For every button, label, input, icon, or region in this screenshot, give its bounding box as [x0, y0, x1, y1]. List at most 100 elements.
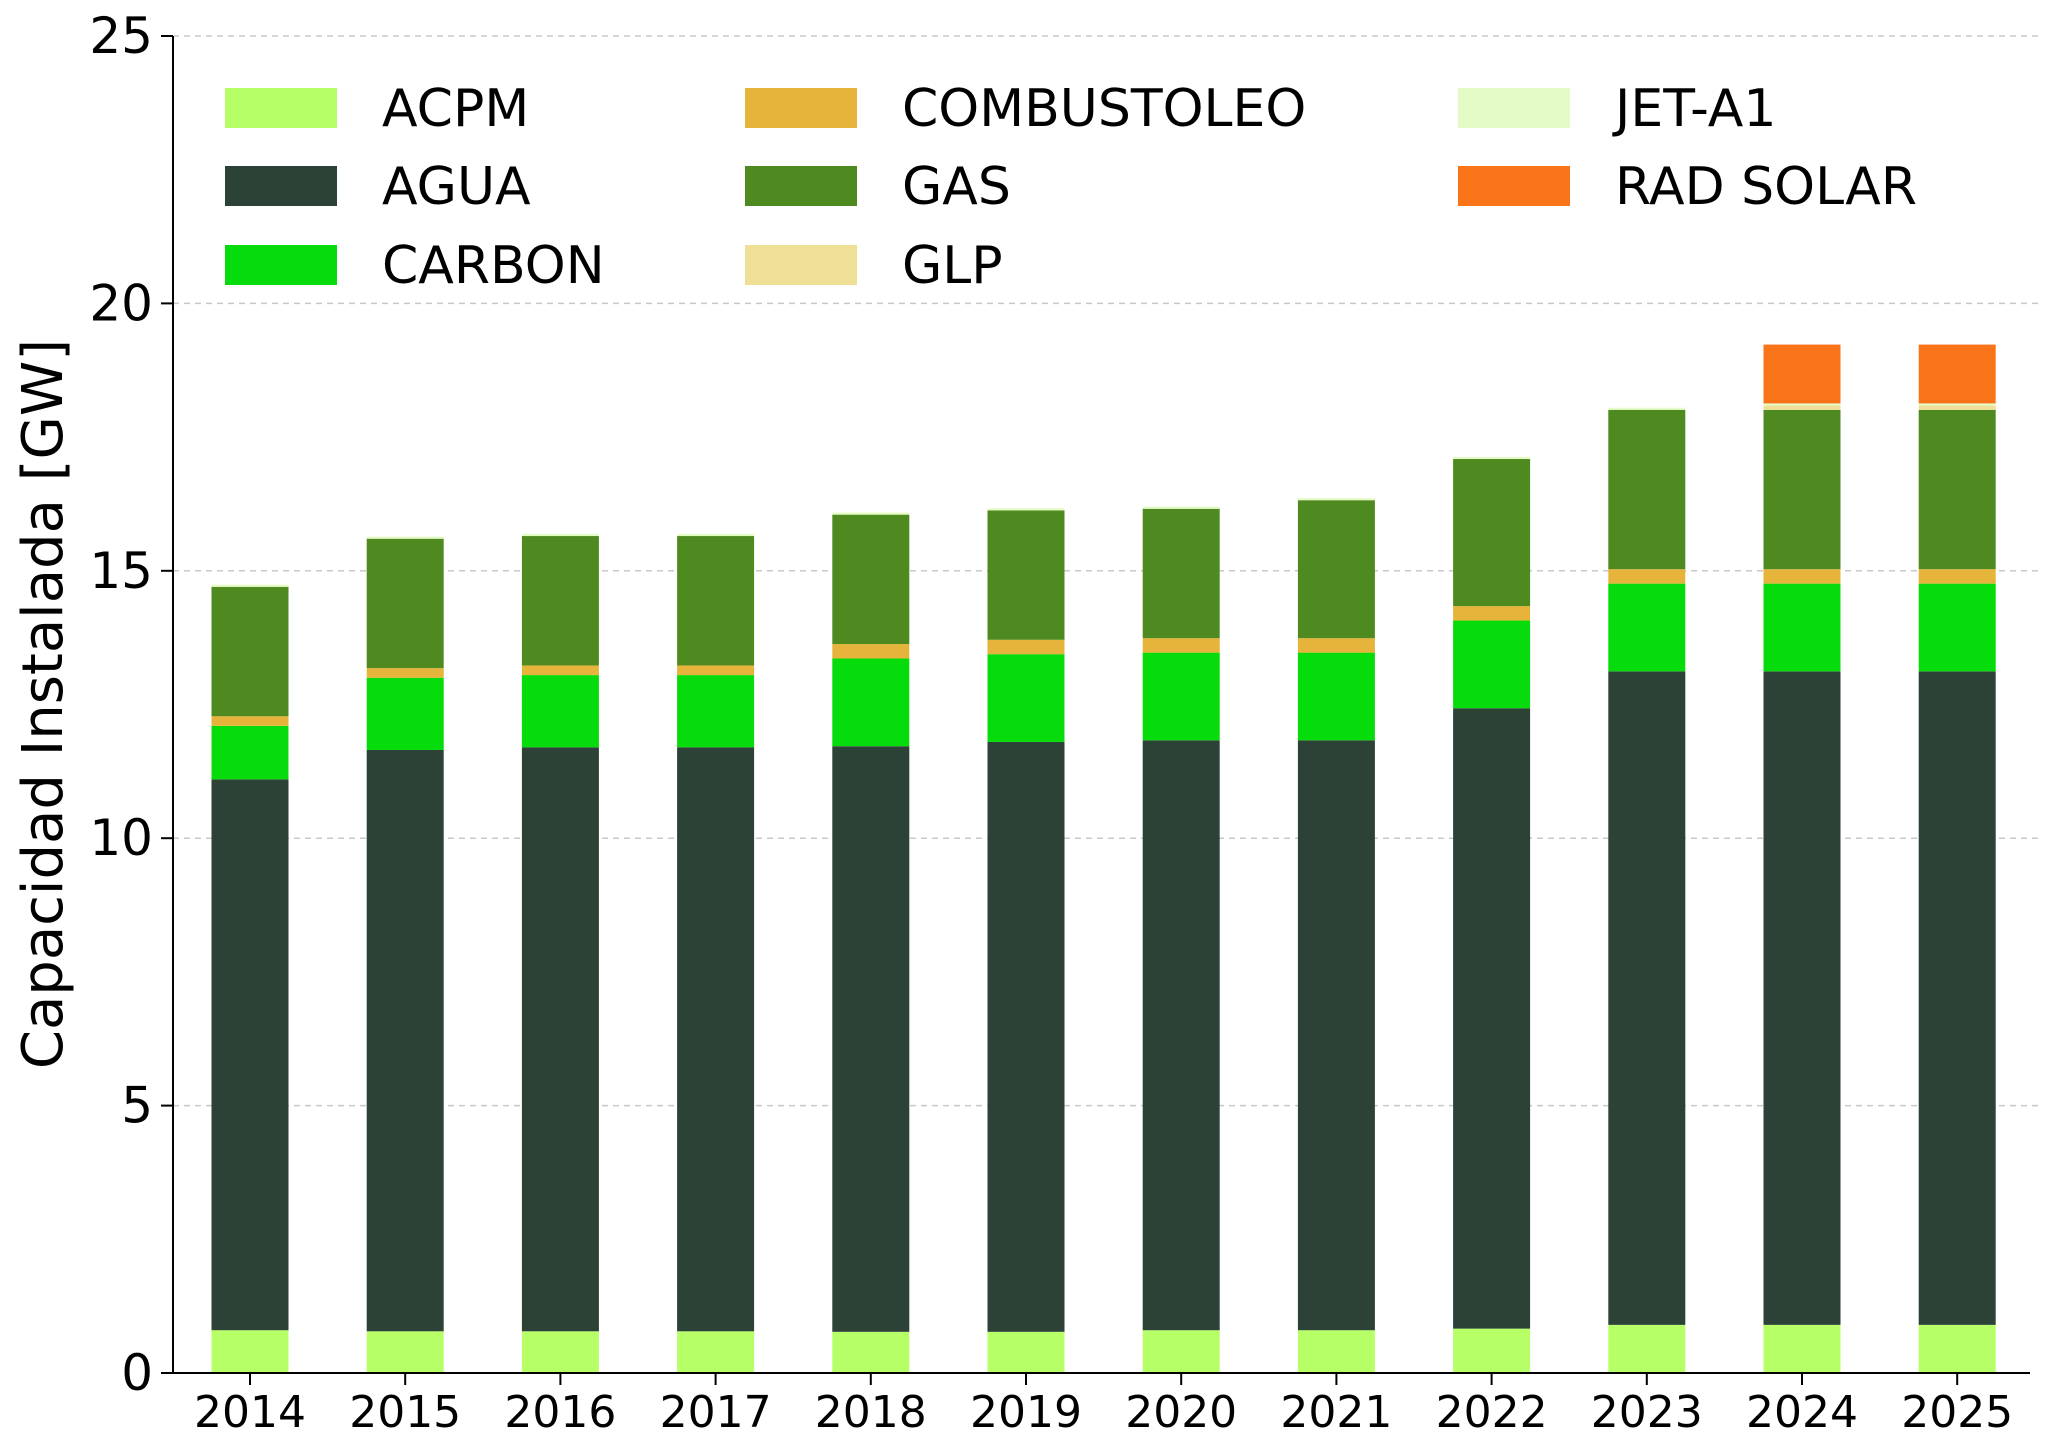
bar-segment: [832, 746, 910, 1332]
bar-segment: [521, 533, 599, 537]
bar-segment: [1763, 403, 1841, 406]
y-tick-label: 10: [89, 809, 153, 867]
x-tick-label: 2025: [1901, 1387, 2013, 1438]
bar-segment: [521, 675, 599, 748]
bar-segment: [1297, 498, 1375, 501]
bar-segment: [1608, 569, 1686, 584]
bar-segment: [1763, 671, 1841, 1325]
bar-segment: [677, 747, 755, 1332]
bar-segment: [987, 741, 1065, 1332]
bar-segment: [1608, 671, 1686, 1325]
legend-swatch: [745, 245, 857, 285]
bar-segment: [1453, 620, 1531, 709]
bar-segment: [1608, 407, 1686, 410]
bar-segment: [677, 665, 755, 676]
bar-segment: [1608, 583, 1686, 672]
bar-segment: [366, 677, 444, 750]
x-tick-label: 2015: [349, 1387, 461, 1438]
x-tick-label: 2018: [815, 1387, 927, 1438]
bar-segment: [1142, 652, 1220, 741]
y-tick-label: 5: [121, 1077, 153, 1135]
bar-segment: [832, 512, 910, 515]
x-tick-label: 2020: [1125, 1387, 1237, 1438]
bar-segment: [1763, 344, 1841, 404]
bar-segment: [1297, 740, 1375, 1331]
bar-segment: [987, 639, 1065, 655]
bar-segment: [1297, 500, 1375, 639]
legend-label: COMBUSTOLEO: [902, 79, 1306, 139]
legend-swatch: [225, 88, 337, 128]
bar-segment: [366, 536, 444, 539]
bar-segment: [1918, 569, 1996, 584]
bar-segment: [677, 1331, 755, 1373]
legend-swatch: [1458, 88, 1570, 128]
bar-segment: [1453, 459, 1531, 607]
legend-label: RAD SOLAR: [1615, 157, 1917, 217]
bar-segment: [521, 1331, 599, 1373]
x-tick-label: 2019: [970, 1387, 1082, 1438]
bar-segment: [366, 1331, 444, 1373]
y-ticks: 0 5 10 15 20 25: [89, 7, 173, 1402]
bar-segment: [521, 747, 599, 1332]
bar-segment: [1142, 638, 1220, 653]
bar-segment: [832, 644, 910, 659]
legend: ACPM AGUA CARBON COMBUSTOLEO GAS GLP JET-A1 RAD…: [225, 79, 1917, 296]
legend-swatch: [225, 166, 337, 206]
y-axis-label: Capacidad Instalada [GW]: [11, 339, 76, 1069]
bar-segment: [1763, 405, 1841, 410]
bar-segment: [1918, 344, 1996, 404]
bar-segment: [1918, 583, 1996, 672]
x-tick-label: 2017: [660, 1387, 772, 1438]
legend-label: GAS: [902, 157, 1011, 217]
bar-segment: [1918, 405, 1996, 410]
bar-segment: [521, 536, 599, 666]
bar-segment: [1453, 606, 1531, 621]
x-ticks: 2014 2015 2016 2017 2018 2019 2020 2021 2022 2023…: [194, 1373, 2013, 1438]
bar-segment: [1918, 1324, 1996, 1373]
bar-segment: [1453, 1328, 1531, 1373]
bar-segment: [521, 665, 599, 676]
bars: [211, 344, 1996, 1373]
bar-segment: [987, 1331, 1065, 1373]
bar-segment: [832, 658, 910, 747]
bar-segment: [1142, 740, 1220, 1331]
legend-swatch: [225, 245, 337, 285]
bar-segment: [1763, 583, 1841, 672]
y-tick-label: 0: [121, 1344, 153, 1402]
legend-swatch: [745, 166, 857, 206]
bar-segment: [1142, 1330, 1220, 1373]
bar-segment: [677, 536, 755, 666]
bar-segment: [1918, 403, 1996, 406]
legend-label: JET-A1: [1612, 79, 1776, 139]
legend-label: GLP: [902, 236, 1003, 296]
bar-segment: [366, 668, 444, 678]
legend-label: AGUA: [382, 157, 531, 217]
bar-segment: [366, 538, 444, 669]
bar-segment: [211, 584, 289, 587]
bar-segment: [832, 514, 910, 645]
bar-segment: [1297, 652, 1375, 741]
bar-segment: [1608, 1324, 1686, 1373]
x-tick-label: 2021: [1280, 1387, 1392, 1438]
legend-label: CARBON: [382, 236, 605, 296]
bar-segment: [1763, 409, 1841, 570]
x-tick-label: 2016: [504, 1387, 616, 1438]
x-tick-label: 2022: [1436, 1387, 1548, 1438]
bar-segment: [211, 779, 289, 1331]
bar-segment: [366, 749, 444, 1332]
bar-segment: [1763, 1324, 1841, 1373]
bar-segment: [1918, 409, 1996, 570]
bar-segment: [987, 508, 1065, 511]
bar-segment: [677, 675, 755, 748]
bar-segment: [1918, 671, 1996, 1325]
x-tick-label: 2024: [1746, 1387, 1858, 1438]
bar-segment: [1297, 1330, 1375, 1373]
bar-segment: [1142, 506, 1220, 509]
bar-segment: [211, 716, 289, 726]
bar-segment: [1297, 638, 1375, 653]
x-tick-label: 2023: [1591, 1387, 1703, 1438]
legend-label: ACPM: [382, 79, 529, 139]
bar-segment: [1453, 708, 1531, 1329]
grid-lines: [173, 35, 2040, 1107]
